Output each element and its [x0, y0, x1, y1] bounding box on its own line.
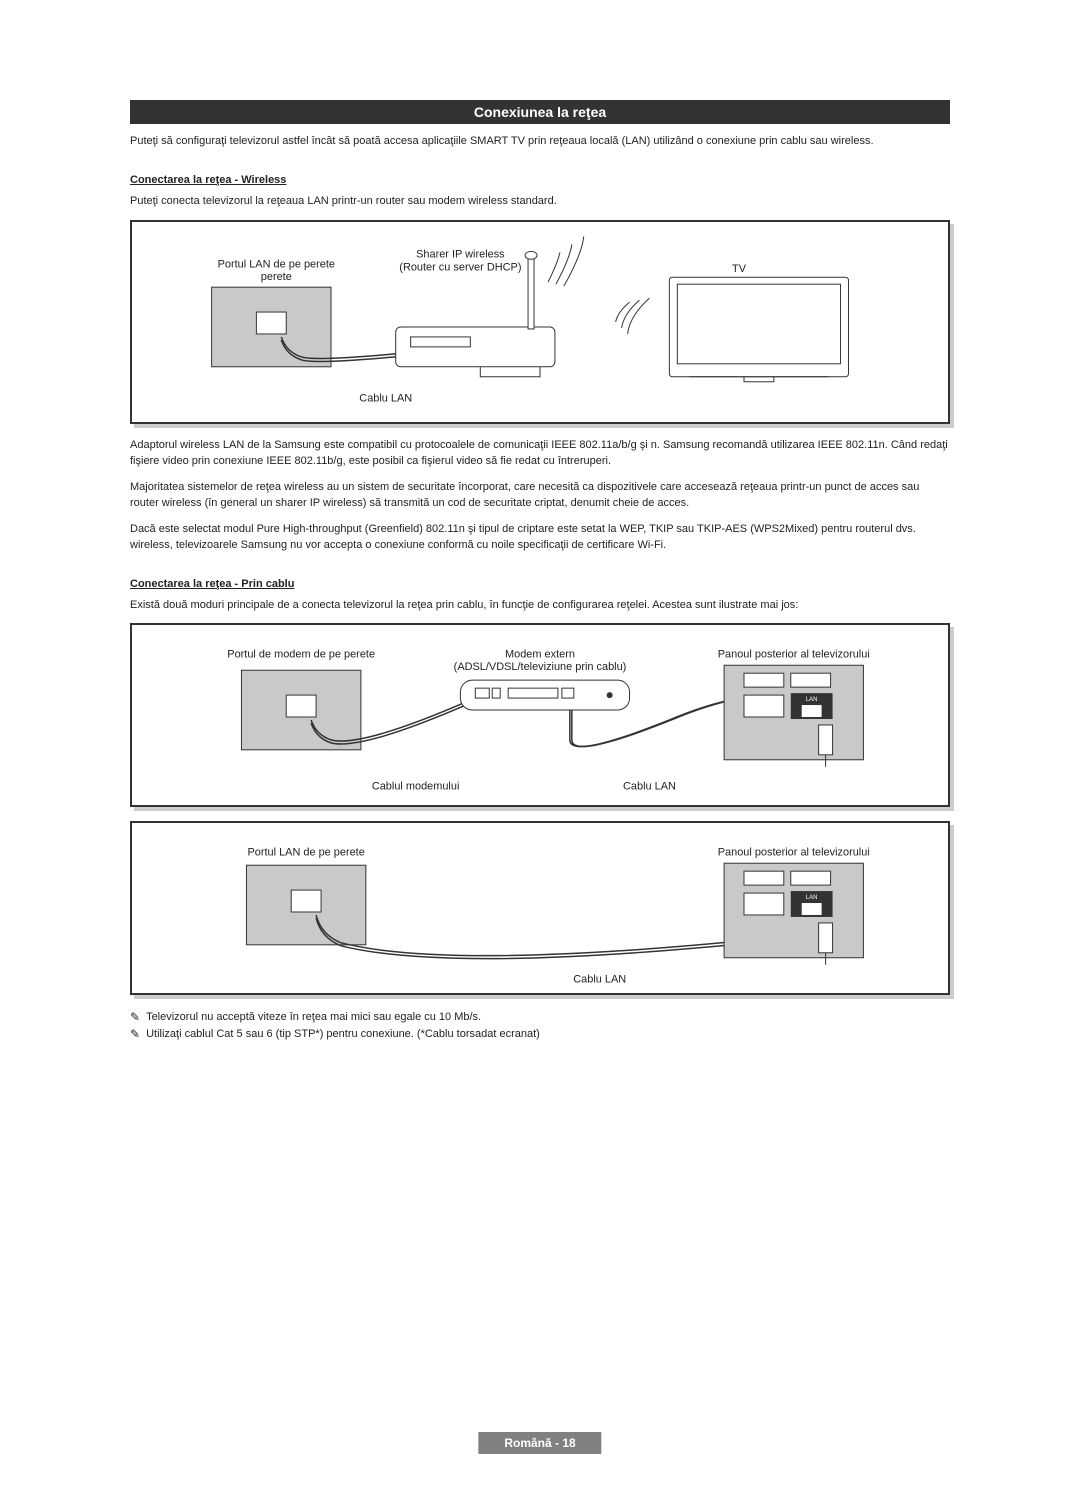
wired-text: Există două moduri principale de a conec…	[130, 598, 950, 614]
d1-lan-port: LAN	[806, 698, 818, 704]
wireless-para-3: Dacă este selectat modul Pure High-throu…	[130, 522, 950, 554]
note-item: ✎ Utilizaţi cablul Cat 5 sau 6 (tip STP*…	[130, 1026, 950, 1043]
d1-modem-top: Modem extern	[505, 649, 575, 661]
wireless-text: Puteţi conecta televizorul la reţeaua LA…	[130, 194, 950, 210]
wall-port-label: Portul LAN de pe perete	[218, 258, 335, 270]
section-title-bar: Conexiunea la reţea	[130, 100, 950, 124]
wireless-para-1: Adaptorul wireless LAN de la Samsung est…	[130, 438, 950, 470]
notes-list: ✎ Televizorul nu acceptă viteze în reţea…	[130, 1009, 950, 1043]
svg-text:perete: perete	[261, 271, 292, 283]
wired-heading: Conectarea la reţea - Prin cablu	[130, 578, 950, 590]
page-content: Conexiunea la reţea Puteţi să configuraţ…	[0, 0, 1080, 1083]
intro-text: Puteţi să configuraţi televizorul astfel…	[130, 134, 950, 150]
lan-cable-label: Cablu LAN	[359, 392, 412, 404]
wireless-para-2: Majoritatea sistemelor de reţea wireless…	[130, 480, 950, 512]
wired-diagram-1: Portul de modem de pe perete Modem exter…	[130, 623, 950, 807]
note-icon: ✎	[130, 1009, 140, 1026]
note-text-1: Televizorul nu acceptă viteze în reţea m…	[146, 1009, 481, 1026]
wireless-diagram: Portul LAN de pe perete perete Sharer IP…	[130, 220, 950, 424]
d2-tv-rear: Panoul posterior al televizorului	[718, 847, 870, 859]
d2-wall-label: Portul LAN de pe perete	[247, 847, 364, 859]
note-icon: ✎	[130, 1026, 140, 1043]
note-text-2: Utilizaţi cablul Cat 5 sau 6 (tip STP*) …	[146, 1026, 540, 1043]
d2-lan-port: LAN	[806, 895, 818, 901]
sharer-label-top: Sharer IP wireless	[416, 248, 505, 260]
d1-tv-rear: Panoul posterior al televizorului	[718, 649, 870, 661]
footer-page-label: Română - 18	[478, 1432, 601, 1454]
note-item: ✎ Televizorul nu acceptă viteze în reţea…	[130, 1009, 950, 1026]
d2-lan-cable: Cablu LAN	[573, 974, 626, 986]
d1-modem-bottom: (ADSL/VDSL/televiziune prin cablu)	[454, 662, 627, 674]
tv-label: TV	[732, 263, 747, 275]
wireless-heading: Conectarea la reţea - Wireless	[130, 174, 950, 186]
wired-diagram-2: Portul LAN de pe perete Panoul posterior…	[130, 821, 950, 995]
d1-lan-cable: Cablu LAN	[623, 781, 676, 793]
sharer-label-bottom: (Router cu server DHCP)	[399, 261, 521, 273]
d1-modem-cable: Cablul modemului	[372, 781, 460, 793]
d1-wall-label: Portul de modem de pe perete	[227, 649, 375, 661]
